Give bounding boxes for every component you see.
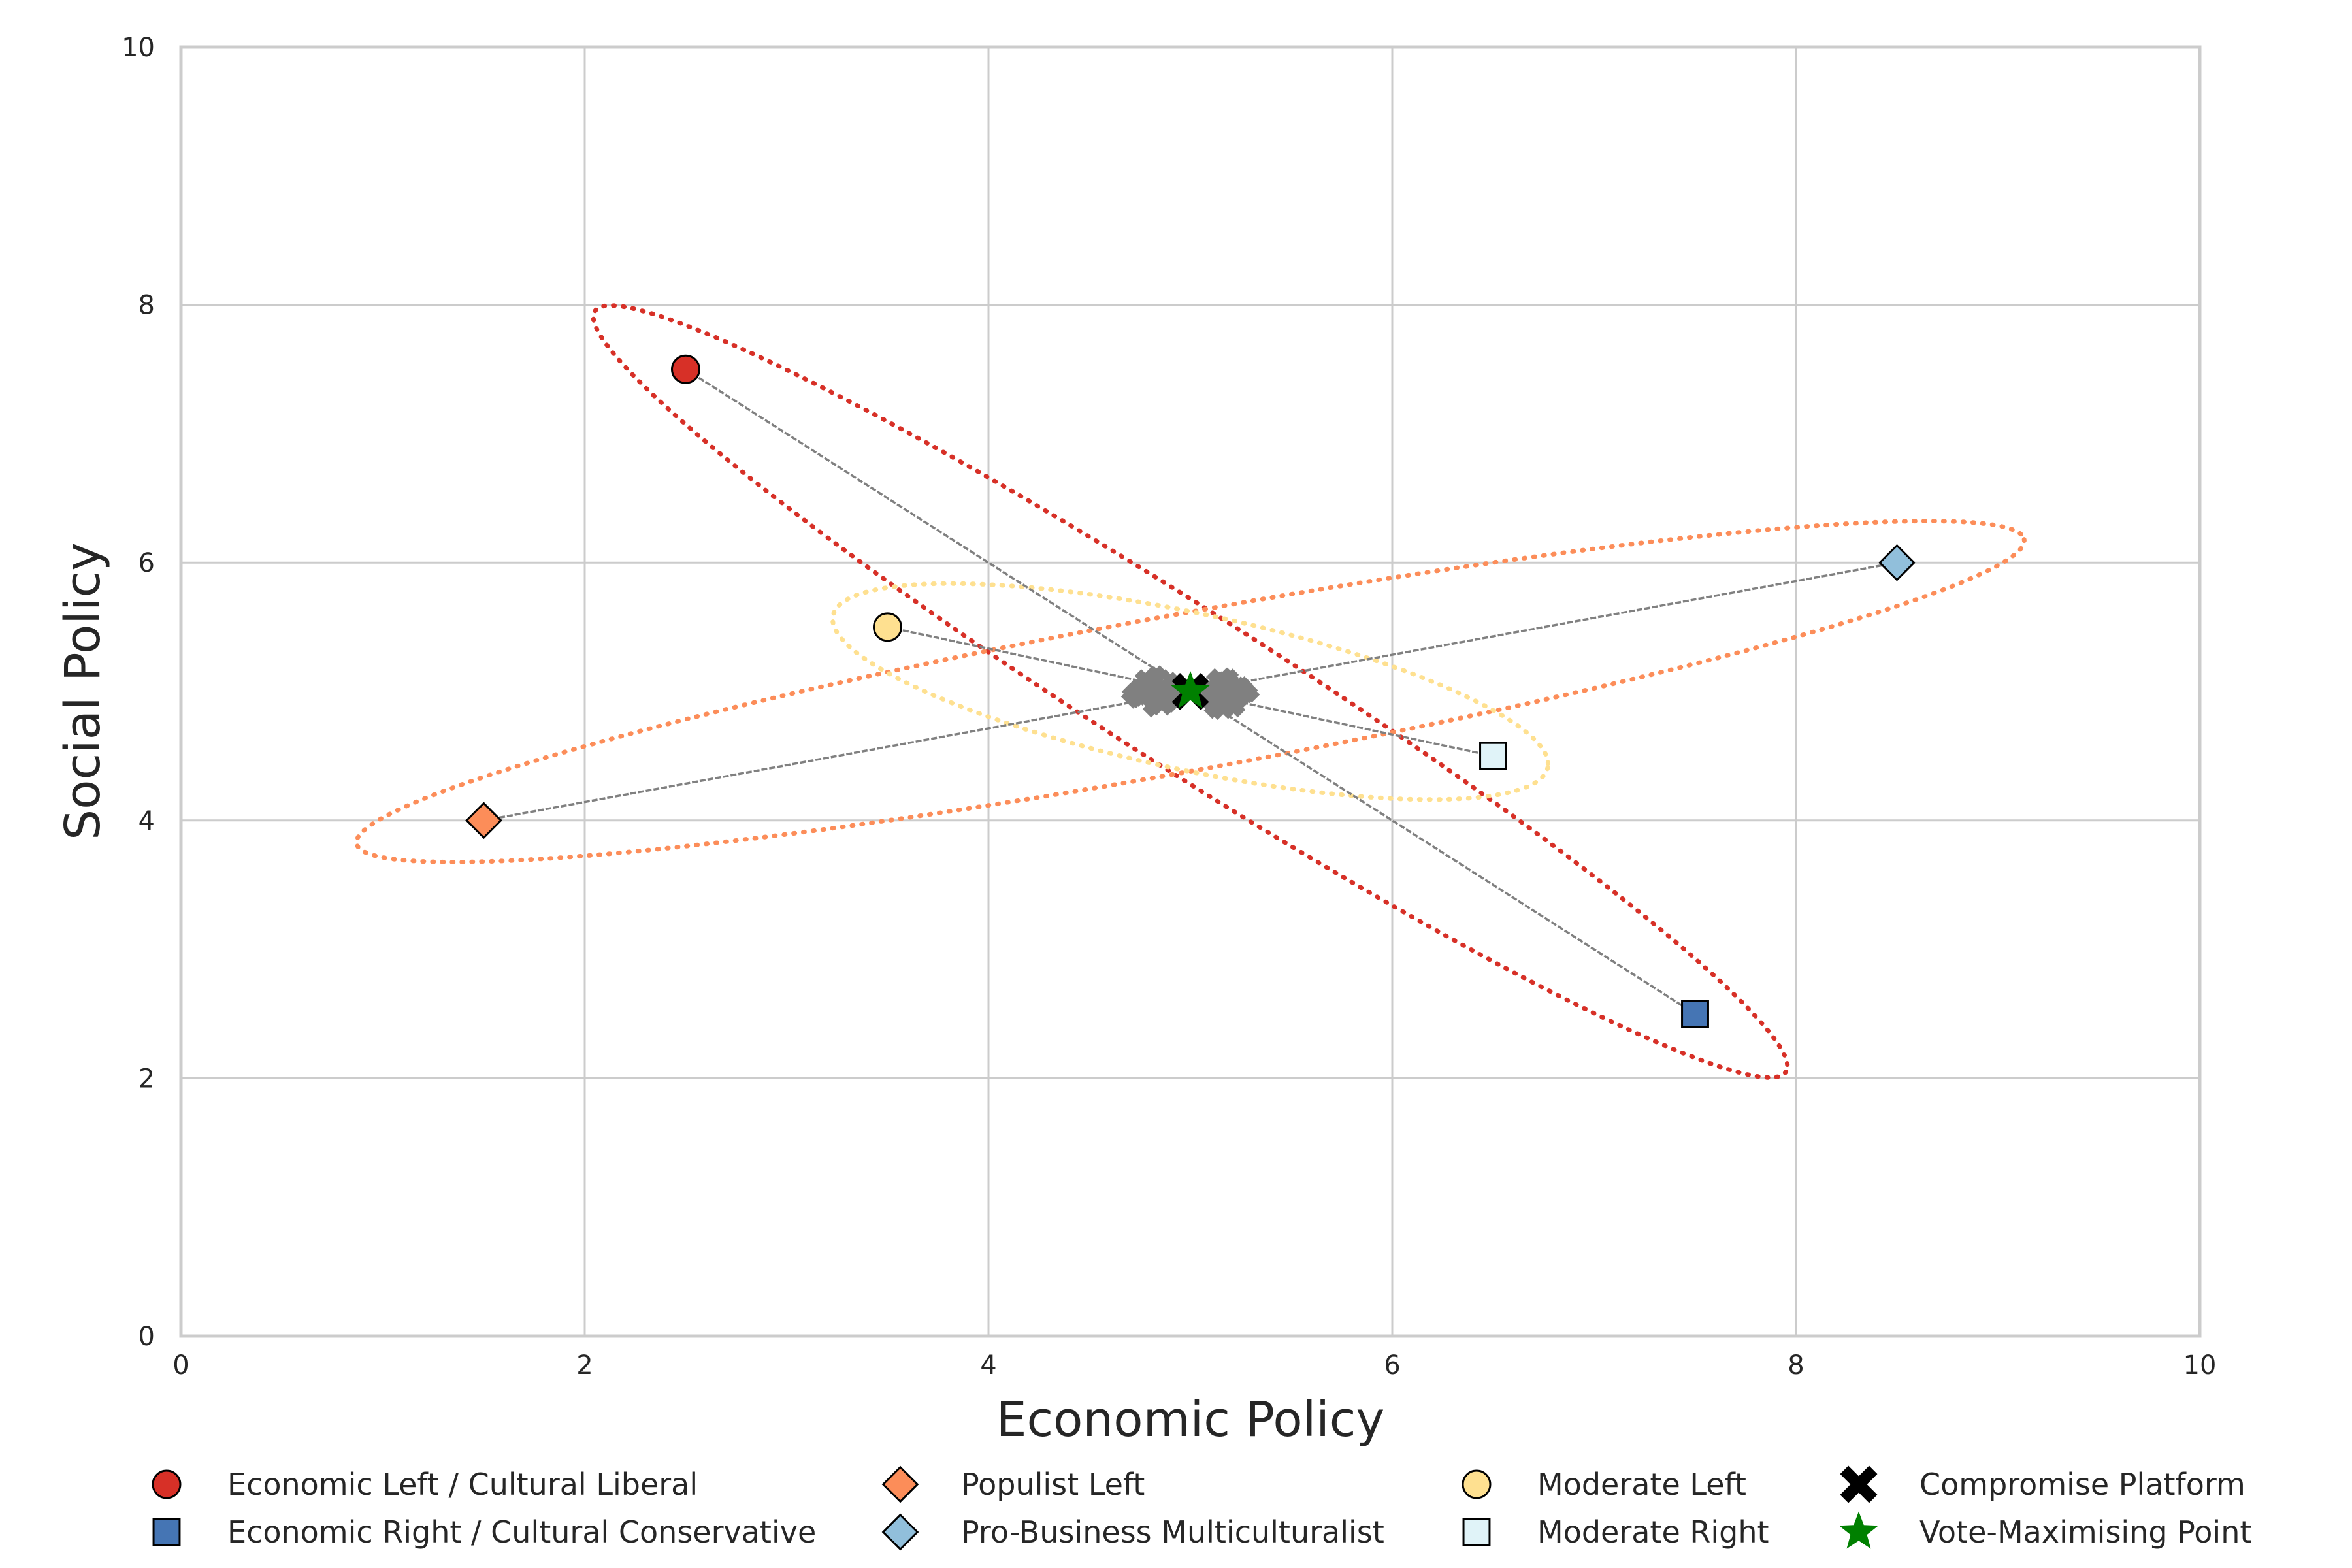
legend-label: Populist Left bbox=[961, 1467, 1145, 1502]
y-tick-label: 4 bbox=[139, 806, 155, 836]
party-marker bbox=[1681, 1000, 1709, 1028]
legend-marker bbox=[1462, 1518, 1491, 1546]
legend-label: Economic Left / Cultural Liberal bbox=[227, 1467, 698, 1502]
party-marker bbox=[1171, 671, 1210, 708]
legend-entry: Populist Left bbox=[881, 1465, 1145, 1503]
x-tick-label: 4 bbox=[980, 1350, 996, 1380]
y-axis-title: Social Policy bbox=[55, 542, 111, 840]
connector-line bbox=[685, 368, 1191, 693]
legend-marker bbox=[881, 1465, 919, 1503]
legend-marker bbox=[152, 1469, 182, 1499]
legend-entry: Economic Left / Cultural Liberal bbox=[152, 1467, 698, 1502]
legend-entry: Vote-Maximising Point bbox=[1839, 1511, 2251, 1550]
legend-entry: Compromise Platform bbox=[1840, 1465, 2246, 1503]
legend-marker bbox=[152, 1518, 181, 1546]
legend-marker bbox=[1840, 1465, 1878, 1503]
pair-ellipse bbox=[591, 303, 1790, 1080]
party-marker bbox=[671, 354, 700, 384]
connector-line bbox=[1190, 561, 1897, 693]
x-tick-label: 10 bbox=[2183, 1350, 2217, 1380]
confidence-ellipses bbox=[354, 303, 2027, 1080]
connector-lines bbox=[483, 368, 1897, 1015]
legend-label: Moderate Left bbox=[1537, 1467, 1746, 1502]
y-tick-label: 6 bbox=[139, 548, 155, 578]
x-tick-label: 2 bbox=[576, 1350, 593, 1380]
grid bbox=[181, 47, 2200, 1336]
pair-ellipse bbox=[830, 581, 1551, 802]
connector-line bbox=[1190, 690, 1494, 757]
x-tick-label: 6 bbox=[1384, 1350, 1400, 1380]
connector-line bbox=[483, 690, 1191, 822]
legend-marker bbox=[1839, 1511, 1878, 1549]
legend-entry: Economic Right / Cultural Conservative bbox=[152, 1514, 816, 1550]
legend-entry: Moderate Right bbox=[1462, 1514, 1769, 1550]
y-tick-label: 0 bbox=[139, 1322, 155, 1352]
legend-entry: Pro-Business Multiculturalist bbox=[881, 1513, 1384, 1551]
party-marker bbox=[873, 612, 902, 642]
position-cluster bbox=[1197, 667, 1260, 720]
legend-label: Compromise Platform bbox=[1919, 1467, 2246, 1502]
party-marker bbox=[1479, 742, 1507, 770]
legend: Economic Left / Cultural Liberal Economic… bbox=[152, 1465, 2251, 1551]
party-marker bbox=[1878, 544, 1916, 581]
party-markers bbox=[465, 354, 1916, 1028]
tick-labels: 0 2 4 6 8 10 0 2 4 6 8 10 bbox=[122, 33, 2216, 1380]
legend-label: Economic Right / Cultural Conservative bbox=[227, 1514, 816, 1550]
connector-line bbox=[1190, 691, 1696, 1015]
legend-marker bbox=[1462, 1469, 1492, 1499]
y-tick-label: 8 bbox=[139, 291, 155, 321]
legend-label: Moderate Right bbox=[1537, 1514, 1769, 1550]
y-tick-label: 10 bbox=[122, 33, 155, 63]
x-tick-label: 8 bbox=[1788, 1350, 1804, 1380]
legend-label: Vote-Maximising Point bbox=[1919, 1514, 2251, 1550]
legend-marker bbox=[881, 1513, 919, 1551]
plot-frame bbox=[179, 45, 2202, 1338]
connector-line bbox=[887, 626, 1191, 693]
y-tick-label: 2 bbox=[139, 1064, 155, 1094]
legend-label: Pro-Business Multiculturalist bbox=[961, 1514, 1384, 1550]
party-marker bbox=[465, 802, 502, 840]
x-axis-title: Economic Policy bbox=[996, 1392, 1385, 1448]
pair-ellipse bbox=[354, 518, 2027, 865]
legend-entry: Moderate Left bbox=[1462, 1467, 1746, 1502]
x-tick-label: 0 bbox=[172, 1350, 189, 1380]
